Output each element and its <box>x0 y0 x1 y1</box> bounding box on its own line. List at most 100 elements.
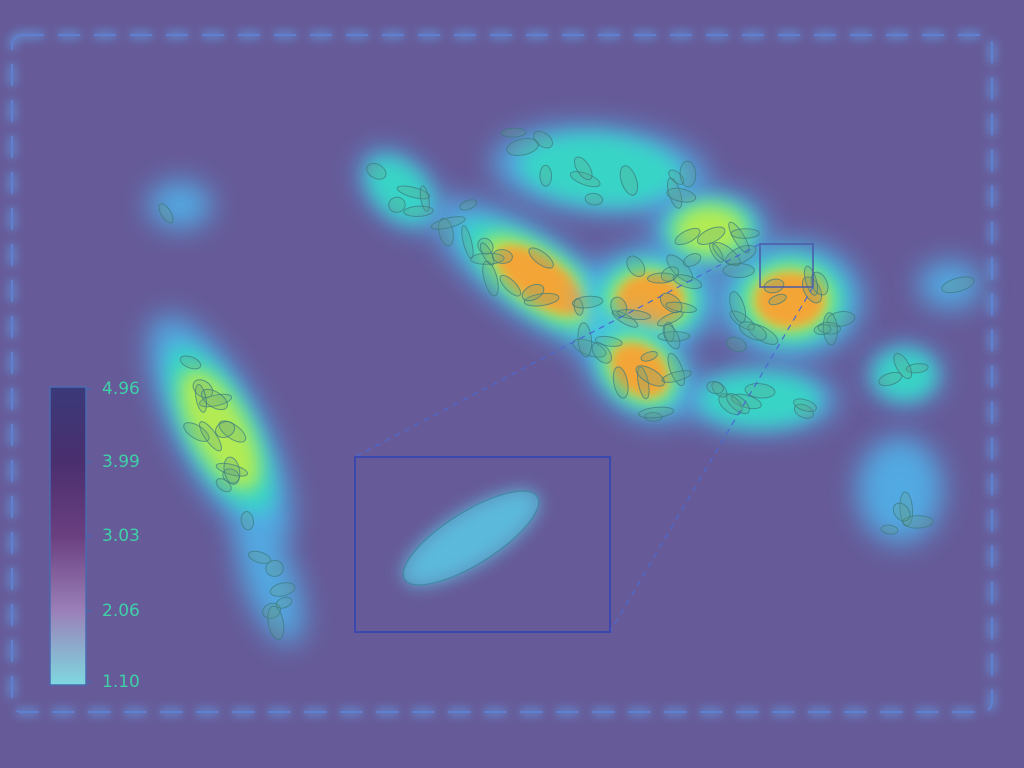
object-ellipse <box>247 550 272 564</box>
object-ellipse <box>803 265 819 296</box>
zoom-ellipse <box>402 490 540 586</box>
object-ellipse <box>179 355 202 370</box>
object-ellipse <box>506 138 540 156</box>
object-ellipse <box>893 352 913 380</box>
heat-glow <box>617 274 683 326</box>
object-ellipse <box>663 321 675 342</box>
object-ellipse <box>594 335 623 347</box>
object-ellipse <box>661 370 692 383</box>
object-ellipse <box>666 187 697 203</box>
object-ellipse <box>726 393 750 415</box>
object-ellipse <box>533 130 554 149</box>
object-ellipse <box>528 247 554 269</box>
object-ellipse <box>619 165 639 196</box>
zoom-target <box>354 456 611 633</box>
object-ellipse <box>240 511 254 531</box>
heat-glow <box>857 436 943 544</box>
heat-glow <box>918 261 982 309</box>
heat-glow <box>496 245 584 315</box>
colorbar-tick-label: 4.96 <box>102 379 140 399</box>
object-ellipse <box>223 456 241 485</box>
object-ellipse <box>667 352 686 387</box>
object-ellipse <box>793 398 817 413</box>
object-ellipse <box>647 272 676 284</box>
object-ellipse <box>396 185 431 200</box>
object-ellipse <box>696 226 726 245</box>
object-ellipse <box>366 162 387 180</box>
object-ellipse <box>763 278 785 294</box>
object-ellipse <box>577 322 593 358</box>
object-ellipse <box>656 311 684 327</box>
object-ellipse <box>730 228 760 239</box>
heat-glow <box>180 369 260 491</box>
colorbar-tick-label: 3.03 <box>102 526 140 546</box>
object-ellipse <box>813 324 832 336</box>
object-ellipse <box>638 406 675 419</box>
object-ellipse <box>574 156 593 181</box>
heat-glow <box>148 181 212 229</box>
heat-glow <box>874 350 936 400</box>
object-ellipse <box>662 323 681 350</box>
object-ellipse <box>419 185 430 212</box>
object-ellipse <box>626 255 646 278</box>
object-ellipse <box>738 321 767 341</box>
object-ellipse <box>194 384 208 413</box>
frame <box>11 34 993 713</box>
object-ellipse <box>158 203 174 224</box>
object-ellipse <box>726 336 747 353</box>
object-ellipse <box>612 366 629 399</box>
zoom-connector <box>609 286 814 633</box>
object-ellipse <box>388 196 406 213</box>
object-ellipse <box>793 403 814 419</box>
object-ellipse <box>269 582 296 597</box>
heat-glow <box>674 204 746 256</box>
object-ellipse <box>523 292 560 307</box>
object-ellipse <box>215 478 232 493</box>
zoom-inset <box>354 243 814 633</box>
object-ellipse <box>706 380 724 395</box>
object-ellipse <box>616 309 651 321</box>
object-ellipse <box>199 421 222 452</box>
object-ellipse <box>635 365 665 387</box>
object-ellipse <box>674 227 701 246</box>
object-ellipse <box>682 253 702 268</box>
object-ellipse <box>539 164 553 187</box>
heat-glow <box>611 343 669 397</box>
object-ellipse <box>430 216 466 230</box>
object-ellipse <box>591 342 612 364</box>
colorbar-tick-label: 3.99 <box>102 452 140 472</box>
object-ellipse <box>729 291 747 323</box>
zoom-source <box>759 243 814 288</box>
object-ellipse <box>501 127 527 138</box>
object-ellipse <box>679 160 697 188</box>
object-ellipse <box>403 205 434 217</box>
object-ellipse <box>822 312 838 346</box>
colorbar-body <box>49 386 87 686</box>
object-ellipse <box>267 605 285 640</box>
object-ellipse <box>459 199 478 211</box>
object-ellipse <box>640 350 658 362</box>
object-ellipse <box>584 192 604 206</box>
colorbar: 1.10 2.06 3.03 3.99 4.96 <box>49 379 140 692</box>
object-ellipse <box>275 596 293 609</box>
object-ellipse <box>438 217 454 247</box>
heat-glow <box>519 134 681 206</box>
object-ellipse <box>499 274 522 297</box>
colorbar-tick-label: 2.06 <box>102 601 140 621</box>
colorbar-tick-label: 1.10 <box>102 672 140 692</box>
object-ellipse <box>892 502 911 522</box>
object-ellipse <box>637 366 650 400</box>
object-ellipse <box>482 260 499 297</box>
ellipse-layer <box>158 127 975 640</box>
object-ellipse <box>902 515 934 529</box>
object-ellipse <box>479 242 495 266</box>
object-ellipse <box>744 383 776 399</box>
object-ellipse <box>461 225 474 259</box>
object-ellipse <box>722 263 755 278</box>
object-ellipse <box>265 559 284 577</box>
object-ellipse <box>571 295 604 309</box>
object-ellipse <box>521 283 545 302</box>
heat-glow <box>236 515 304 645</box>
